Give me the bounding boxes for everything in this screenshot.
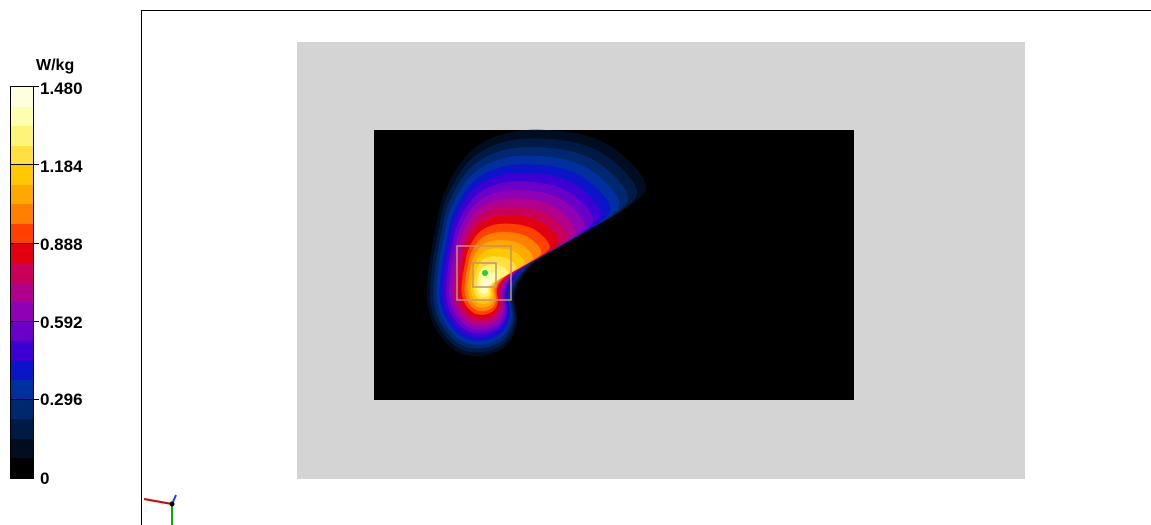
legend-color-swatch	[11, 126, 33, 147]
sar-distribution-view	[297, 42, 1025, 479]
legend-tick-line	[10, 243, 39, 244]
legend-color-swatch	[11, 184, 33, 205]
legend-tick-label: 0.888	[40, 235, 83, 254]
legend-color-swatch	[11, 399, 33, 420]
axes-triad-icon	[143, 494, 177, 525]
legend-color-swatch	[11, 106, 33, 127]
legend-color-swatch	[11, 165, 33, 186]
legend-color-swatch	[11, 204, 33, 225]
color-scale-legend: W/kg 1.480 1.184 0.888 0.592 0.296 0	[0, 0, 140, 525]
sar-hotspot	[426, 129, 646, 357]
legend-tick-line	[10, 164, 39, 165]
legend-tick-label: 1.184	[40, 157, 83, 176]
legend-tick-label-min: 0	[40, 469, 50, 488]
legend-color-swatch	[11, 360, 33, 381]
color-scale-bar	[10, 86, 34, 479]
legend-color-swatch	[11, 438, 33, 460]
legend-color-swatch	[11, 419, 33, 440]
legend-tick-label: 0.592	[40, 313, 83, 332]
legend-color-swatch	[11, 145, 33, 166]
zoom-scan-area-outer	[456, 245, 512, 301]
legend-color-swatch	[11, 341, 33, 362]
render-viewport[interactable]	[141, 10, 1151, 525]
legend-color-swatch	[11, 262, 33, 284]
legend-tick-line	[10, 399, 39, 400]
legend-color-swatch	[11, 87, 33, 108]
legend-unit-label: W/kg	[36, 57, 75, 74]
legend-color-swatch	[11, 223, 33, 244]
legend-tick-line	[10, 321, 39, 322]
legend-tick-line	[10, 86, 39, 87]
legend-color-swatch	[11, 458, 33, 479]
legend-tick-label-max: 1.480	[40, 79, 83, 98]
peak-sar-point	[482, 270, 488, 276]
legend-color-swatch	[11, 282, 33, 303]
legend-tick-label: 0.296	[40, 390, 83, 409]
legend-color-swatch	[11, 380, 33, 401]
legend-color-swatch	[11, 302, 33, 323]
zoom-scan-area-inner	[472, 262, 497, 288]
legend-color-swatch	[11, 243, 33, 264]
legend-color-swatch	[11, 321, 33, 342]
